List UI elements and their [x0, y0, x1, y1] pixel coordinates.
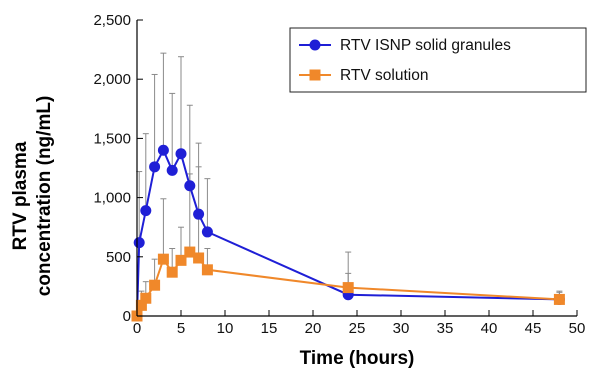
axes: [136, 19, 578, 317]
y-axis-title: RTV plasma concentration (ng/mL): [10, 96, 55, 297]
x-tick-label: 25: [349, 320, 366, 337]
data-point: [553, 293, 565, 305]
data-point: [193, 252, 205, 264]
data-point: [140, 205, 152, 217]
data-point: [201, 264, 213, 276]
data-point: [157, 253, 169, 265]
data-point: [157, 144, 169, 156]
x-axis-title: Time (hours): [300, 348, 415, 369]
data-point: [175, 254, 187, 266]
data-point: [342, 282, 354, 294]
x-tick-label: 35: [437, 320, 454, 337]
legend-label-granules: RTV ISNP solid granules: [340, 37, 511, 54]
x-tick-label: 20: [305, 320, 322, 337]
data-point: [149, 279, 161, 291]
data-point: [184, 180, 196, 192]
legend-marker-granules: [309, 39, 321, 51]
tick-labels: 0 500 1,000 1,500 2,000 2,500 0 5 10 15 20 25 30 35 40…: [93, 12, 585, 337]
data-point: [133, 237, 145, 249]
x-tick-label: 40: [481, 320, 498, 337]
data-point: [135, 299, 147, 311]
data-point: [184, 246, 196, 258]
data-point: [201, 226, 213, 238]
data-point: [140, 292, 152, 304]
series-markers: [131, 144, 565, 322]
y-tick-label: 1,500: [93, 130, 131, 147]
x-tick-label: 10: [217, 320, 234, 337]
x-tick-label: 15: [261, 320, 278, 337]
y-tick-label: 2,500: [93, 12, 131, 29]
legend-marker-solution: [309, 69, 321, 81]
x-tick-label: 50: [569, 320, 586, 337]
y-tick-label: 1,000: [93, 190, 131, 207]
data-point: [193, 208, 205, 220]
y-tick-label: 0: [123, 308, 131, 325]
legend-box: [289, 27, 587, 93]
legend-label-solution: RTV solution: [340, 67, 428, 84]
x-tick-label: 0: [133, 320, 141, 337]
y-axis-title-line-1: RTV plasma: [10, 141, 31, 250]
x-tick-label: 5: [177, 320, 185, 337]
data-point: [149, 161, 161, 173]
legend: RTV ISNP solid granules RTV solution: [289, 27, 587, 93]
x-tick-label: 30: [393, 320, 410, 337]
x-tick-label: 45: [525, 320, 542, 337]
y-axis-title-line-2: concentration (ng/mL): [34, 96, 55, 297]
y-tick-label: 500: [106, 249, 131, 266]
data-point: [166, 266, 178, 278]
data-point: [166, 164, 178, 176]
data-point: [175, 148, 187, 160]
y-tick-label: 2,000: [93, 71, 131, 88]
